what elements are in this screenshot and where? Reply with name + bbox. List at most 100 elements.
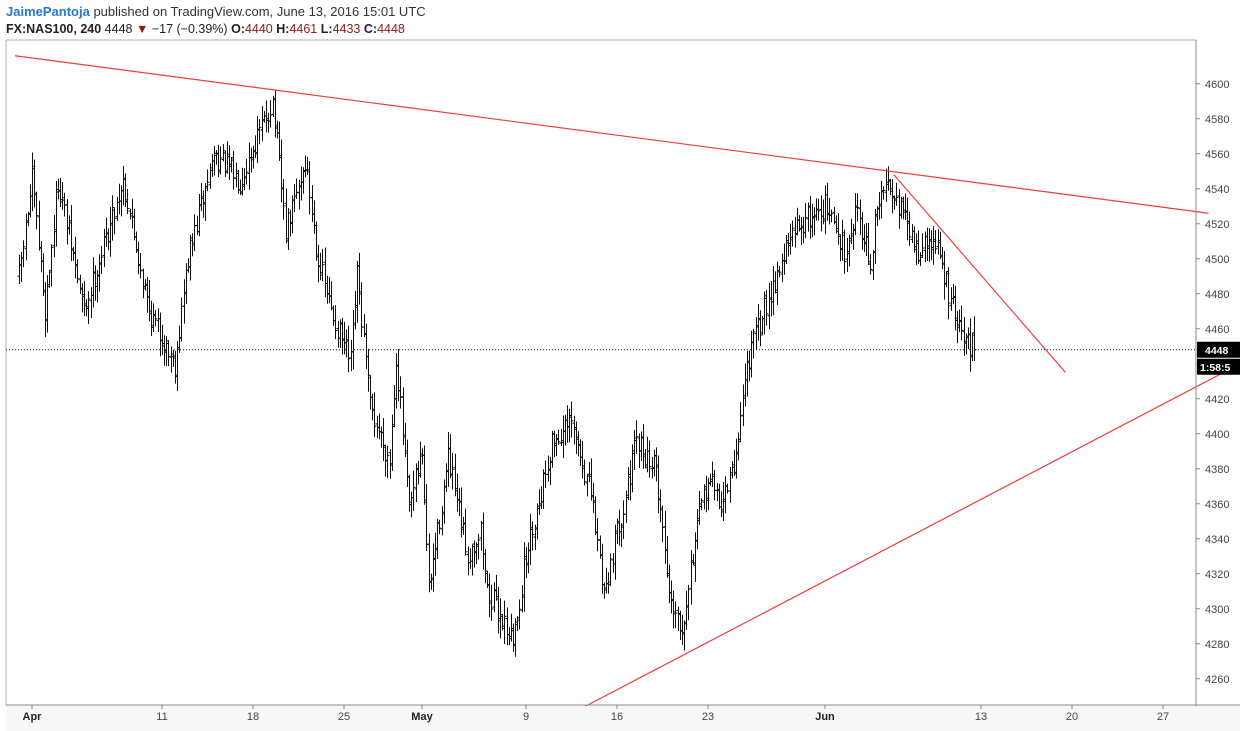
ohlc-bar[interactable] [877,192,882,220]
ohlc-bar[interactable] [847,234,852,267]
ohlc-bar[interactable] [686,584,691,621]
ohlc-bar[interactable] [864,223,869,257]
ohlc-bar[interactable] [416,460,421,485]
ohlc-bar[interactable] [576,431,581,457]
ohlc-bar[interactable] [58,177,63,208]
ohlc-bar[interactable] [210,154,215,177]
ohlc-bar[interactable] [351,309,356,370]
ohlc-bar[interactable] [195,215,200,236]
ohlc-bar[interactable] [912,226,917,253]
ohlc-bar[interactable] [381,417,386,461]
ohlc-bar[interactable] [563,414,568,446]
ohlc-bar[interactable] [325,275,330,304]
ohlc-bar[interactable] [455,473,460,512]
ohlc-bar[interactable] [39,241,44,273]
ohlc-bar[interactable] [673,601,678,629]
ohlc-bar[interactable] [184,263,189,305]
ohlc-bar[interactable] [873,208,878,265]
ohlc-bar[interactable] [492,582,497,613]
ohlc-bar[interactable] [513,618,518,657]
ohlc-bar[interactable] [320,248,325,282]
ohlc-bar[interactable] [931,226,936,265]
ohlc-bar[interactable] [203,183,208,221]
ohlc-bar[interactable] [704,475,709,513]
ohlc-bar[interactable] [667,564,672,604]
ohlc-bar[interactable] [736,432,741,461]
ohlc-bar[interactable] [21,240,26,268]
ohlc-bar[interactable] [112,207,117,235]
ohlc-bar[interactable] [182,279,187,324]
ohlc-bar[interactable] [816,198,821,221]
ohlc-bar[interactable] [227,145,232,180]
ohlc-bar[interactable] [435,518,440,560]
ohlc-bar[interactable] [858,199,863,236]
ohlc-bar[interactable] [437,519,442,535]
ohlc-bar[interactable] [268,99,273,128]
ohlc-bar[interactable] [398,376,403,409]
ohlc-bar[interactable] [526,542,531,574]
ohlc-bar[interactable] [93,265,98,301]
ohlc-bar[interactable] [218,146,223,175]
ohlc-bar[interactable] [886,166,891,191]
ohlc-bar[interactable] [418,441,423,478]
ohlc-bar[interactable] [450,453,455,490]
ohlc-bar[interactable] [680,614,685,645]
ohlc-bar[interactable] [788,223,793,255]
ohlc-bar[interactable] [567,408,572,443]
ohlc-bar[interactable] [871,250,876,281]
ohlc-bar[interactable] [169,346,174,373]
ohlc-bar[interactable] [780,253,785,283]
ohlc-bar[interactable] [364,323,369,370]
ohlc-bar[interactable] [331,305,336,326]
ohlc-bar[interactable] [505,607,510,646]
ohlc-bar[interactable] [208,163,213,189]
ohlc-bar[interactable] [793,216,798,248]
ohlc-bar[interactable] [894,182,899,206]
ohlc-bar[interactable] [619,523,624,547]
ohlc-bar[interactable] [808,195,813,239]
ohlc-bar[interactable] [474,542,479,565]
ohlc-bar[interactable] [641,424,646,469]
ohlc-bar[interactable] [349,339,354,372]
ohlc-bar[interactable] [487,573,492,618]
ohlc-bar[interactable] [30,152,35,212]
ohlc-bar[interactable] [128,208,133,220]
ohlc-bar[interactable] [929,230,934,261]
ohlc-bar[interactable] [747,350,752,382]
ohlc-bar[interactable] [775,261,780,305]
ohlc-bar[interactable] [17,254,22,284]
ohlc-bar[interactable] [37,200,42,251]
ohlc-bar[interactable] [28,184,33,218]
ohlc-bar[interactable] [671,590,676,629]
ohlc-bar[interactable] [448,433,453,479]
ohlc-bar[interactable] [414,463,419,502]
ohlc-bar[interactable] [786,232,791,257]
ohlc-bar[interactable] [795,207,800,236]
ohlc-bar[interactable] [99,246,104,274]
ohlc-bar[interactable] [366,348,371,392]
ohlc-bar[interactable] [54,180,59,247]
trendlines[interactable] [6,55,1240,708]
ohlc-bar[interactable] [916,230,921,264]
ohlc-bar[interactable] [314,221,319,261]
ohlc-bar[interactable] [725,483,730,494]
ohlc-bar[interactable] [420,448,425,465]
ohlc-bar[interactable] [102,228,107,268]
ohlc-bar[interactable] [78,274,83,294]
ohlc-bar[interactable] [691,554,696,566]
ohlc-bar[interactable] [541,469,546,510]
ohlc-bar[interactable] [390,414,395,471]
ohlc-bar[interactable] [260,106,265,142]
ohlc-bar[interactable] [845,237,850,273]
author-link[interactable]: JaimePantoja [6,4,90,19]
ohlc-bar[interactable] [582,459,587,486]
ohlc-bar[interactable] [853,193,858,236]
ohlc-bar[interactable] [353,290,358,330]
ohlc-bar[interactable] [312,200,317,234]
ohlc-bar[interactable] [299,166,304,201]
ohlc-bar[interactable] [89,287,94,319]
ohlc-bar[interactable] [925,227,930,261]
ohlc-bar[interactable] [262,111,267,123]
ohlc-bar[interactable] [689,550,694,605]
ohlc-bar[interactable] [242,168,247,191]
